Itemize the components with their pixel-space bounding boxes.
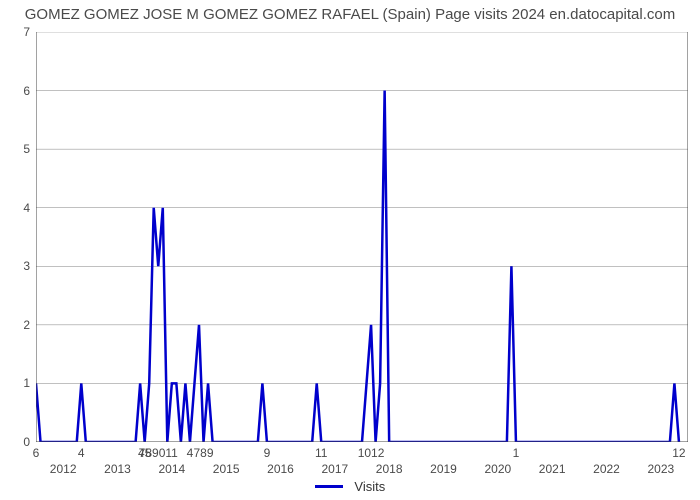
- x-year-label: 2014: [158, 462, 185, 476]
- plot-area: [36, 32, 688, 442]
- y-tick-label: 3: [6, 259, 30, 273]
- y-tick-label: 7: [6, 25, 30, 39]
- x-year-label: 2021: [539, 462, 566, 476]
- x-year-label: 2022: [593, 462, 620, 476]
- x-point-label: 6: [33, 446, 40, 460]
- x-point-label: 789: [194, 446, 214, 460]
- x-point-label: 9: [264, 446, 271, 460]
- x-point-label: 1012: [358, 446, 385, 460]
- x-point-label: 4: [78, 446, 85, 460]
- y-tick-label: 6: [6, 84, 30, 98]
- x-year-label: 2019: [430, 462, 457, 476]
- y-tick-label: 1: [6, 376, 30, 390]
- legend: Visits: [0, 478, 700, 494]
- x-point-label: 1: [513, 446, 520, 460]
- x-point-label: 11: [315, 446, 327, 460]
- y-tick-label: 5: [6, 142, 30, 156]
- x-year-label: 2017: [321, 462, 348, 476]
- x-year-label: 2023: [647, 462, 674, 476]
- x-year-label: 2012: [50, 462, 77, 476]
- legend-swatch: [315, 485, 343, 488]
- chart-title: GOMEZ GOMEZ JOSE M GOMEZ GOMEZ RAFAEL (S…: [0, 6, 700, 23]
- x-point-label: 4: [187, 446, 194, 460]
- x-year-label: 2013: [104, 462, 131, 476]
- x-year-label: 2015: [213, 462, 240, 476]
- chart-container: GOMEZ GOMEZ JOSE M GOMEZ GOMEZ RAFAEL (S…: [0, 0, 700, 500]
- x-point-label: 12: [672, 446, 685, 460]
- x-year-label: 2016: [267, 462, 294, 476]
- y-tick-label: 0: [6, 435, 30, 449]
- y-tick-label: 4: [6, 201, 30, 215]
- legend-label: Visits: [354, 479, 385, 494]
- x-year-label: 2020: [484, 462, 511, 476]
- y-tick-label: 2: [6, 318, 30, 332]
- x-year-label: 2018: [376, 462, 403, 476]
- x-point-label: 789011: [139, 446, 178, 460]
